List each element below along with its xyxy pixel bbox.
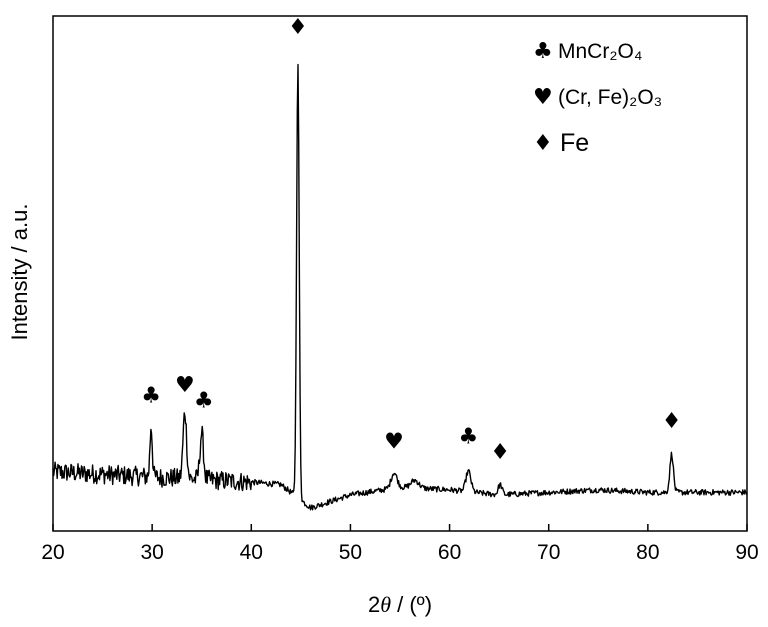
x-axis-ticks [52,524,748,531]
legend-label-1: (Cr, Fe)₂O₃ [558,86,662,109]
x-tick-label-60: 60 [438,541,461,564]
legend-marker-1: ♥ [533,85,553,110]
peak-marker-3: ♦ [288,15,308,40]
x-tick-label-80: 80 [636,541,659,564]
peak-markers: ♣ ♥♣♦♥ ♣♦♦ [141,15,681,465]
x-tick-label-70: 70 [537,541,560,564]
y-axis-title: Intensity / a.u. [7,204,32,341]
peak-marker-5: ♣ [459,424,479,449]
peak-marker-2: ♣ [194,388,214,413]
x-tick-label-20: 20 [41,541,64,564]
peak-marker-0: ♣ [141,383,161,408]
x-tick-label-50: 50 [339,541,362,564]
x-axis-title: 2θ / (º) [368,592,432,617]
x-axis-title-suffix: / (º) [391,592,432,617]
legend: ♣ MnCr₂O₄ ♥ (Cr, Fe)₂O₃ ♦ Fe [533,39,662,157]
x-axis-title-symbol: θ [380,592,391,617]
x-tick-label-90: 90 [735,541,758,564]
peak-marker-7: ♦ [662,409,682,434]
legend-label-2: Fe [560,129,589,157]
peak-marker-6: ♦ [490,440,510,465]
legend-marker-0: ♣ [533,39,553,64]
x-tick-label-30: 30 [140,541,163,564]
peak-marker-4: ♥ [384,430,404,455]
x-tick-label-40: 40 [240,541,263,564]
x-axis-title-prefix: 2 [368,592,380,617]
plot-frame [52,15,748,532]
xrd-pattern-line [52,63,748,511]
legend-label-0: MnCr₂O₄ [558,40,642,63]
x-axis-tick-labels: 20 30 40 50 60 70 80 90 [41,541,758,564]
legend-marker-2: ♦ [533,131,553,156]
peak-marker-1: ♥ [175,373,195,398]
